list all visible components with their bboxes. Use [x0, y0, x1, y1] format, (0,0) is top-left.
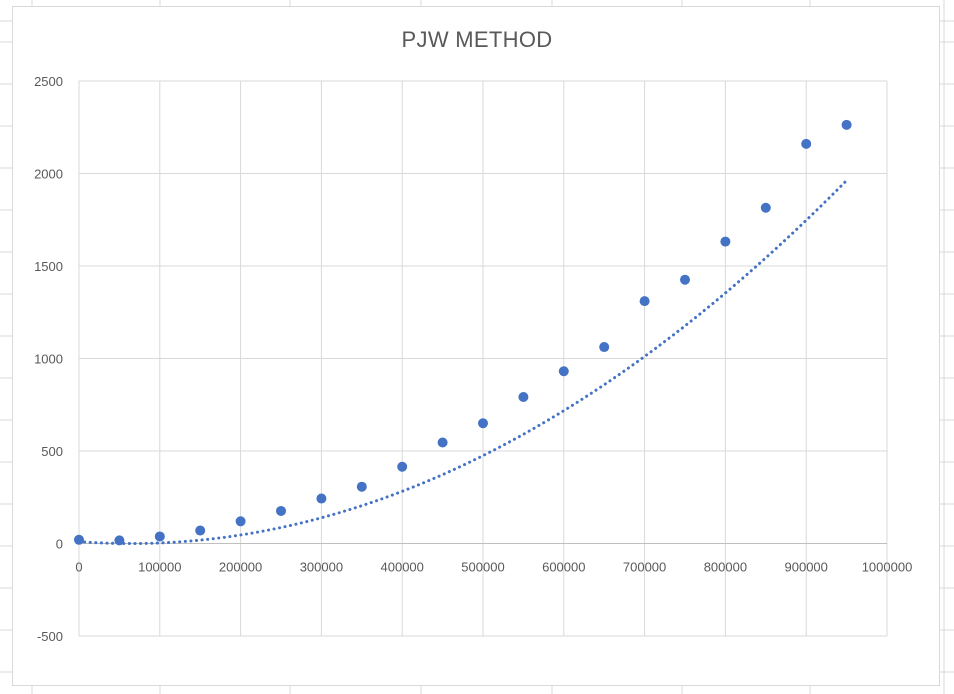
data-point [74, 534, 84, 545]
data-point [356, 481, 367, 492]
data-point [478, 418, 488, 429]
data-point [720, 236, 731, 247]
data-point [316, 493, 327, 504]
y-tick-label: -500 [37, 629, 63, 644]
x-tick-label: 700000 [623, 560, 666, 575]
data-point [195, 525, 206, 536]
y-tick-labels: -500 0 500 1000 1500 2000 2500 [34, 74, 63, 644]
x-tick-label: 100000 [138, 560, 181, 575]
data-point [437, 437, 448, 448]
y-tick-label: 1500 [34, 259, 63, 274]
trendline-group [77, 178, 849, 546]
x-tick-label: 1000000 [862, 560, 913, 575]
x-tick-labels: 0 100000 200000 300000 400000 500000 600000 700… [75, 560, 912, 575]
data-point [114, 535, 125, 546]
data-point [599, 342, 610, 353]
y-tick-label: 1000 [34, 352, 63, 367]
data-point [276, 505, 286, 516]
x-tick-label: 0 [75, 560, 82, 575]
data-point [558, 366, 569, 377]
data-point [801, 138, 812, 149]
x-tick-label: 500000 [461, 560, 504, 575]
x-tick-label: 400000 [381, 560, 424, 575]
x-tick-label: 800000 [704, 560, 747, 575]
data-point [680, 274, 690, 285]
chart-title: PJW METHOD [401, 27, 553, 52]
horizontal-gridlines [79, 80, 887, 637]
trendline [77, 178, 849, 546]
data-point [397, 461, 408, 472]
y-tick-label: 500 [41, 444, 63, 459]
chart-plot: 0 100000 200000 300000 400000 500000 600000 700… [34, 74, 912, 644]
data-point [518, 391, 529, 402]
data-point [841, 119, 852, 130]
data-point [760, 202, 771, 213]
x-tick-label: 600000 [542, 560, 585, 575]
y-tick-label: 0 [56, 537, 63, 552]
data-point [154, 531, 165, 542]
y-tick-label: 2000 [34, 167, 63, 182]
x-tick-label: 300000 [300, 560, 343, 575]
x-tick-label: 200000 [219, 560, 262, 575]
chart-area[interactable]: PJW METHOD 0 100000 200000 300000 400000 5000… [12, 6, 940, 686]
data-points [74, 119, 852, 546]
x-tick-label: 900000 [785, 560, 828, 575]
y-tick-label: 2500 [34, 74, 63, 89]
data-point [639, 296, 650, 307]
data-point [235, 516, 246, 527]
